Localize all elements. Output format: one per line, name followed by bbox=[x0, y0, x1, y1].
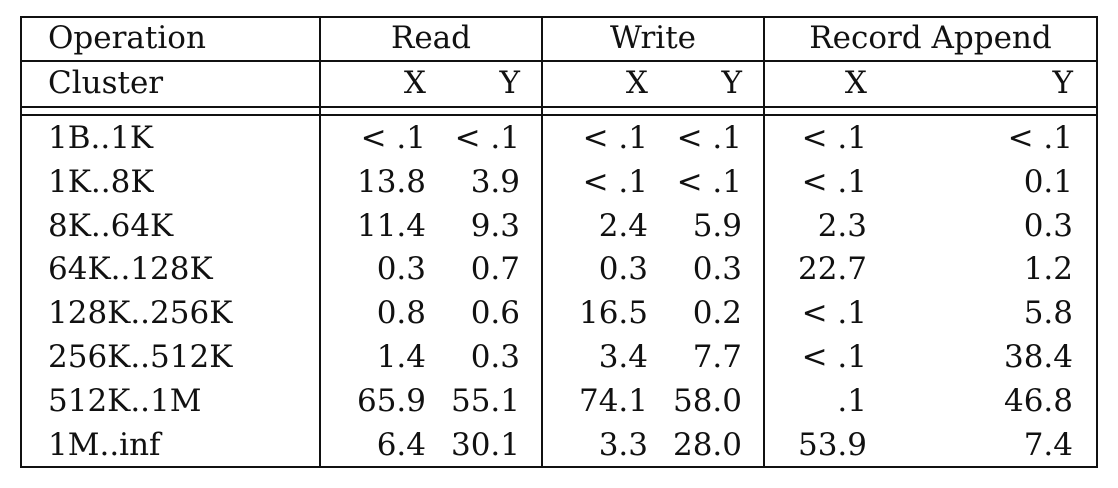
read-x-value: 13.8 bbox=[356, 163, 426, 200]
record-append-x-value: < .1 bbox=[801, 295, 867, 332]
operation-header: Operation bbox=[48, 20, 206, 56]
cluster-header: Cluster bbox=[48, 65, 164, 101]
read-y-header: Y bbox=[499, 65, 520, 101]
record-append-y-value: < .1 bbox=[1007, 120, 1073, 156]
read-x-value: < .1 bbox=[360, 120, 426, 156]
row-label: 512K..1M bbox=[48, 382, 202, 419]
read-y-value: 0.7 bbox=[470, 251, 520, 288]
record-append-x-value: .1 bbox=[837, 382, 867, 419]
row-label: 128K..256K bbox=[48, 295, 233, 332]
record-append-y-value: 0.1 bbox=[1023, 163, 1073, 200]
read-y-value: 0.3 bbox=[470, 339, 520, 375]
read-x-value: 1.4 bbox=[376, 339, 426, 375]
write-y-value: 0.3 bbox=[692, 251, 742, 288]
row-label: 64K..128K bbox=[48, 251, 213, 288]
write-x-value: 0.3 bbox=[598, 251, 648, 288]
write-x-value: 3.4 bbox=[598, 339, 648, 375]
write-y-value: 28.0 bbox=[672, 426, 742, 463]
write-y-value: 5.9 bbox=[692, 207, 742, 244]
write-y-value: 7.7 bbox=[692, 339, 742, 375]
record-append-y-header: Y bbox=[1052, 65, 1073, 101]
write-x-header: X bbox=[625, 65, 648, 101]
write-y-value: < .1 bbox=[676, 120, 742, 156]
header-divider-rule bbox=[22, 60, 1096, 62]
record-append-y-value: 1.2 bbox=[1023, 251, 1073, 288]
row-label: 1K..8K bbox=[48, 163, 154, 200]
read-y-value: 30.1 bbox=[450, 426, 520, 463]
read-y-value: 55.1 bbox=[450, 382, 520, 419]
write-x-value: < .1 bbox=[582, 120, 648, 156]
write-y-value: < .1 bbox=[676, 163, 742, 200]
write-x-value: 74.1 bbox=[578, 382, 648, 419]
write-y-value: 58.0 bbox=[672, 382, 742, 419]
read-y-value: 3.9 bbox=[470, 163, 520, 200]
body-top-rule bbox=[22, 114, 1096, 116]
header-bottom-rule bbox=[22, 106, 1096, 108]
write-y-header: Y bbox=[721, 65, 742, 101]
read-x-value: 65.9 bbox=[356, 382, 426, 419]
column-divider-write bbox=[541, 18, 543, 466]
record-append-x-value: 22.7 bbox=[797, 251, 867, 288]
column-divider-append bbox=[763, 18, 765, 466]
write-x-value: 3.3 bbox=[598, 426, 648, 463]
read-group-header: Read bbox=[390, 20, 471, 56]
record-append-x-value: < .1 bbox=[801, 120, 867, 156]
read-y-value: 9.3 bbox=[470, 207, 520, 244]
record-append-x-value: 2.3 bbox=[817, 207, 867, 244]
row-label: 1B..1K bbox=[48, 120, 154, 156]
record-append-group-header: Record Append bbox=[809, 20, 1052, 56]
write-x-value: < .1 bbox=[582, 163, 648, 200]
record-append-y-value: 7.4 bbox=[1023, 426, 1073, 463]
read-x-value: 6.4 bbox=[376, 426, 426, 463]
record-append-x-value: 53.9 bbox=[797, 426, 867, 463]
record-append-y-value: 38.4 bbox=[1003, 339, 1073, 375]
record-append-x-value: < .1 bbox=[801, 163, 867, 200]
record-append-x-header: X bbox=[844, 65, 867, 101]
read-x-value: 0.8 bbox=[376, 295, 426, 332]
read-y-value: 0.6 bbox=[470, 295, 520, 332]
write-x-value: 2.4 bbox=[598, 207, 648, 244]
read-x-value: 0.3 bbox=[376, 251, 426, 288]
write-x-value: 16.5 bbox=[578, 295, 648, 332]
record-append-y-value: 5.8 bbox=[1023, 295, 1073, 332]
row-label: 8K..64K bbox=[48, 207, 174, 244]
read-x-value: 11.4 bbox=[356, 207, 426, 244]
row-label: 256K..512K bbox=[48, 339, 233, 375]
write-y-value: 0.2 bbox=[692, 295, 742, 332]
record-append-y-value: 0.3 bbox=[1023, 207, 1073, 244]
operation-size-table: Operation Read Write Record Append Clust… bbox=[20, 16, 1098, 468]
column-divider-read bbox=[319, 18, 321, 466]
write-group-header: Write bbox=[609, 20, 696, 56]
read-y-value: < .1 bbox=[454, 120, 520, 156]
record-append-y-value: 46.8 bbox=[1003, 382, 1073, 419]
read-x-header: X bbox=[403, 65, 426, 101]
record-append-x-value: < .1 bbox=[801, 339, 867, 375]
row-label: 1M..inf bbox=[48, 426, 161, 463]
